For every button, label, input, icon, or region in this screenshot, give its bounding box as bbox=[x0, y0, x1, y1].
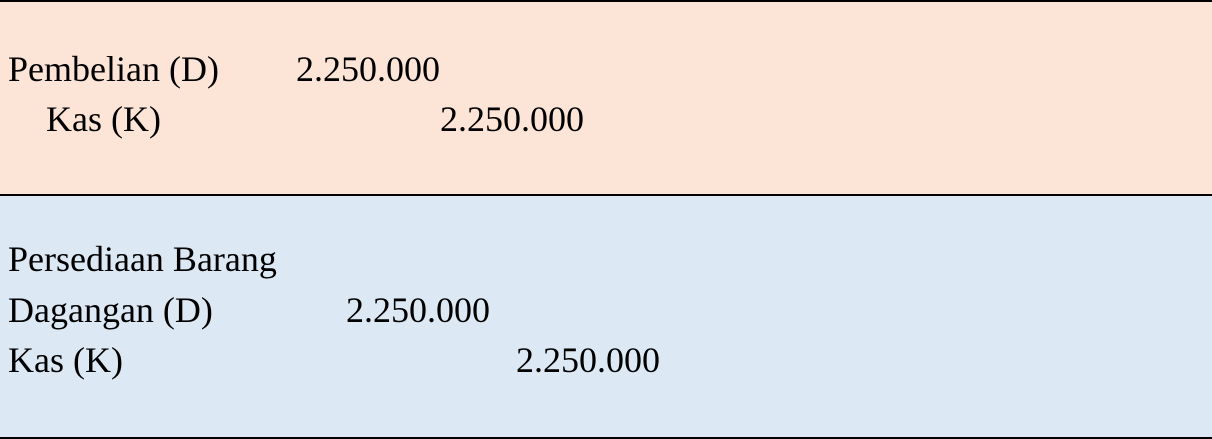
credit-amount: 2.250.000 bbox=[516, 340, 660, 380]
account-cash: Kas (K) bbox=[8, 340, 123, 380]
debit-amount: 2.250.000 bbox=[296, 49, 440, 89]
debit-amount: 2.250.000 bbox=[346, 290, 490, 330]
account-cash: Kas (K) bbox=[46, 99, 161, 139]
credit-amount: 2.250.000 bbox=[440, 99, 584, 139]
account-inventory-line1: Persediaan Barang bbox=[8, 239, 277, 279]
account-inventory-line2: Dagangan (D) bbox=[8, 290, 213, 330]
journal-entry-periodic: Pembelian (D) 2.250.000 Kas (K) 2.250.00… bbox=[0, 0, 1212, 196]
journal-entry-perpetual: Persediaan Barang Dagangan (D) 2.250.000… bbox=[0, 196, 1212, 439]
account-purchases: Pembelian (D) bbox=[8, 49, 219, 89]
